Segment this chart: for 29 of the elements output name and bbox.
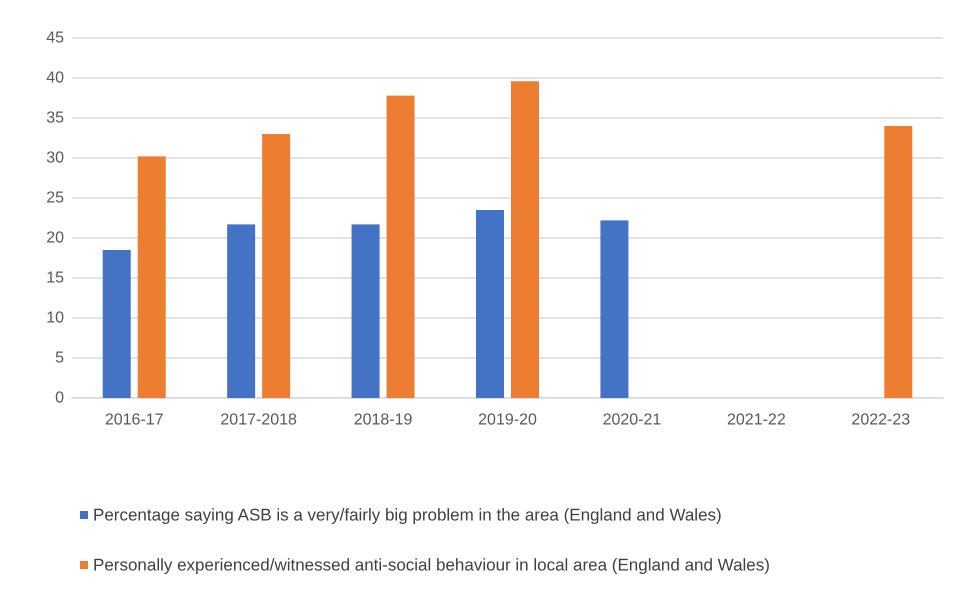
bar	[600, 220, 628, 398]
y-tick-label: 15	[46, 270, 64, 286]
y-tick-label: 25	[46, 190, 64, 206]
y-tick-label: 45	[46, 30, 64, 46]
bar	[884, 126, 912, 398]
x-tick-label: 2022-23	[851, 412, 910, 428]
bar	[227, 224, 256, 398]
y-tick-label: 0	[55, 390, 64, 406]
x-tick-label: 2016-17	[104, 412, 164, 428]
bar	[511, 81, 539, 398]
bar	[102, 250, 131, 398]
x-tick-label: 2017-2018	[220, 412, 297, 428]
bar	[476, 210, 504, 398]
x-tick-label: 2020-21	[602, 412, 662, 428]
bar	[138, 156, 166, 398]
y-tick-label: 20	[46, 230, 64, 246]
y-tick-label: 10	[46, 310, 64, 326]
bar	[262, 134, 290, 398]
bar	[386, 96, 415, 398]
x-tick-label: 2019-20	[478, 412, 537, 428]
x-tick-label: 2018-19	[354, 412, 413, 428]
x-tick-label: 2021-22	[727, 412, 786, 428]
y-tick-label: 30	[46, 150, 64, 166]
y-tick-label: 35	[46, 110, 64, 126]
bar	[352, 224, 380, 398]
y-tick-label: 40	[46, 70, 64, 86]
legend-label: Percentage saying ASB is a very/fairly big problem in the area (England and Wales)	[93, 506, 722, 524]
y-tick-label: 5	[55, 350, 64, 366]
legend-label: Personally experienced/witnessed anti-social behaviour in local area (England and Wales)	[93, 556, 770, 574]
